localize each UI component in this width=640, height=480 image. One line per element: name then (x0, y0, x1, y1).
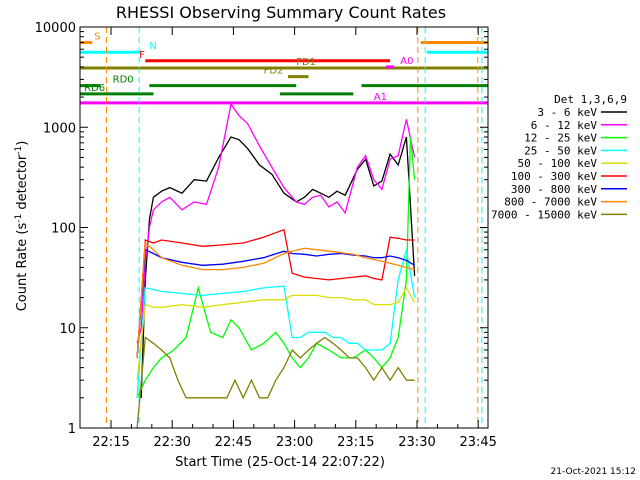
series-line-4 (136, 286, 416, 381)
flag-label-fd1: FD1 (296, 57, 316, 68)
flag-label-fd2: FD2 (264, 66, 284, 77)
legend-label-6: 300 - 800 keV (511, 183, 597, 196)
x-tick-label-4: 23:15 (337, 435, 374, 450)
legend-label-8: 7000 - 15000 keV (491, 208, 597, 221)
x-axis-label: Start Time (25-Oct-14 22:07:22) (175, 455, 385, 470)
legend-label-3: 25 - 50 keV (524, 144, 597, 157)
chart-title: RHESSI Observing Summary Count Rates (116, 3, 446, 22)
series-line-6 (136, 248, 415, 358)
x-tick-label-6: 23:45 (459, 435, 496, 450)
flag-label-a1: A1 (374, 92, 387, 103)
x-ticks: 22:15 22:30 22:45 23:00 23:15 23:30 23:45 (92, 27, 497, 450)
y-tick-label-4: 10000 (35, 21, 76, 36)
series-line-2 (136, 136, 416, 399)
y-tick-label-0: 1 (68, 422, 76, 437)
series-line-5 (136, 228, 415, 358)
flag-label-s: S (94, 32, 100, 43)
y-tick-label-1: 10 (59, 322, 76, 337)
x-tick-label-1: 22:30 (153, 435, 190, 450)
flag-label-a0: A0 (400, 56, 413, 67)
legend-label-0: 3 - 6 keV (537, 106, 597, 119)
legend-label-2: 12 - 25 keV (524, 132, 597, 145)
series-line-1 (136, 102, 416, 344)
flag-label-rd0: RD0 (113, 75, 134, 86)
footer-timestamp: 21-Oct-2021 15:12 (551, 467, 636, 477)
legend-label-7: 800 - 7000 keV (504, 196, 597, 209)
y-axis-label: Count Rate (s-1 detector-1) (14, 141, 30, 312)
series-lines (136, 102, 416, 429)
y-ticks: 1 10 100 1000 10000 (35, 21, 488, 437)
flag-bars: S NF FD1 FD2 RD0 RD6 A1 A0 (80, 32, 488, 105)
series-line-0 (140, 136, 416, 398)
legend-label-1: 6 - 12 keV (531, 119, 598, 132)
flag-label-n: N (149, 41, 156, 52)
x-tick-label-5: 23:30 (398, 435, 435, 450)
legend-title: Det 1,3,6,9 (554, 93, 627, 106)
legend-label-5: 100 - 300 keV (511, 170, 597, 183)
y-tick-label-3: 1000 (43, 121, 76, 136)
series-line-7 (136, 241, 415, 358)
flag-label-f: F (139, 50, 145, 61)
y-tick-label-2: 100 (51, 222, 76, 237)
flag-label-rd6: RD6 (84, 83, 105, 94)
x-tick-label-0: 22:15 (92, 435, 129, 450)
legend-label-4: 50 - 100 keV (518, 157, 598, 170)
series-line-3 (136, 249, 416, 398)
x-tick-label-3: 23:00 (276, 435, 313, 450)
series-line-8 (136, 336, 415, 429)
x-tick-label-2: 22:45 (215, 435, 252, 450)
